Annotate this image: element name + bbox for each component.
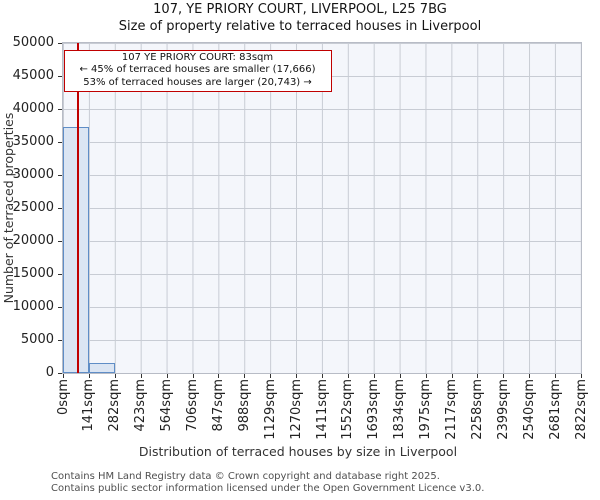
x-tick-label: 423sqm (133, 379, 149, 432)
x-tick-mark (89, 374, 90, 378)
x-tick-label: 1270sqm (288, 379, 304, 440)
x-tick-mark (348, 374, 349, 378)
x-tick-mark (452, 374, 453, 378)
annotation-line-3: 53% of terraced houses are larger (20,74… (83, 76, 312, 88)
x-tick-label: 2117sqm (444, 379, 459, 440)
x-tick-mark (477, 374, 478, 378)
y-tick-label: 5000 (20, 332, 54, 347)
y-tick-mark (58, 43, 62, 44)
x-tick-label: 1975sqm (418, 379, 434, 440)
x-tick-mark (426, 374, 427, 378)
y-tick-mark (58, 109, 62, 110)
annotation-box: 107 YE PRIORY COURT: 83sqm ← 45% of terr… (63, 50, 332, 93)
histogram-bar (88, 363, 115, 373)
chart-title: 107, YE PRIORY COURT, LIVERPOOL, L25 7BG (153, 2, 447, 17)
x-tick-mark (529, 374, 530, 378)
x-tick-label: 564sqm (159, 379, 175, 432)
x-tick-mark (167, 374, 168, 378)
plot-area: 107 YE PRIORY COURT: 83sqm ← 45% of terr… (62, 42, 582, 374)
y-tick-mark (58, 307, 62, 308)
x-tick-mark (296, 374, 297, 378)
annotation-line-1: 107 YE PRIORY COURT: 83sqm (121, 52, 274, 63)
x-tick-mark (581, 374, 582, 378)
x-tick-mark (503, 374, 504, 378)
property-size-marker-line (77, 43, 80, 373)
y-tick-mark (58, 241, 62, 242)
y-tick-mark (58, 373, 62, 374)
x-tick-mark (115, 374, 116, 378)
y-tick-label: 35000 (12, 134, 54, 149)
x-tick-mark (141, 374, 142, 378)
y-tick-mark (58, 175, 62, 176)
annotation-line-2: ← 45% of terraced houses are smaller (17… (79, 64, 316, 76)
footer-attribution-line-2: Contains public sector information licen… (51, 483, 485, 494)
x-tick-label: 141sqm (81, 379, 97, 432)
x-tick-label: 282sqm (107, 379, 123, 432)
x-tick-label: 2399sqm (495, 379, 511, 440)
y-tick-label: 10000 (12, 299, 54, 314)
y-tick-mark (58, 142, 62, 143)
x-tick-label: 988sqm (236, 379, 252, 432)
x-tick-mark (374, 374, 375, 378)
x-tick-mark (555, 374, 556, 378)
chart-subtitle: Size of property relative to terraced ho… (118, 19, 482, 34)
y-tick-label: 45000 (12, 68, 54, 83)
y-tick-mark (58, 76, 62, 77)
x-tick-mark (270, 374, 271, 378)
y-tick-label: 20000 (12, 233, 54, 248)
y-tick-mark (58, 274, 62, 275)
x-tick-label: 1411sqm (314, 379, 330, 440)
x-tick-mark (244, 374, 245, 378)
y-tick-mark (58, 340, 62, 341)
x-tick-label: 2681sqm (547, 379, 563, 440)
x-tick-mark (400, 374, 401, 378)
y-tick-label: 25000 (12, 200, 54, 215)
x-tick-label: 0sqm (55, 379, 71, 415)
x-tick-label: 1552sqm (340, 379, 356, 440)
x-tick-label: 706sqm (185, 379, 200, 432)
x-tick-mark (63, 374, 64, 378)
x-axis-title: Distribution of terraced houses by size … (138, 444, 458, 459)
y-tick-label: 0 (45, 365, 54, 380)
x-tick-label: 2540sqm (521, 379, 537, 440)
x-tick-label: 847sqm (210, 379, 226, 432)
y-tick-label: 30000 (12, 167, 54, 182)
x-tick-mark (218, 374, 219, 378)
x-tick-label: 1693sqm (366, 379, 382, 440)
x-tick-label: 1834sqm (392, 379, 408, 440)
x-tick-mark (322, 374, 323, 378)
y-tick-label: 40000 (12, 101, 54, 116)
footer-attribution-line-1: Contains HM Land Registry data © Crown c… (51, 471, 440, 482)
y-tick-label: 50000 (12, 35, 54, 50)
y-tick-label: 15000 (12, 266, 54, 281)
x-tick-label: 2822sqm (573, 379, 589, 440)
x-tick-label: 1129sqm (262, 379, 278, 440)
x-tick-label: 2258sqm (469, 379, 485, 440)
y-tick-mark (58, 208, 62, 209)
histogram-bar (63, 127, 89, 373)
x-tick-mark (193, 374, 194, 378)
